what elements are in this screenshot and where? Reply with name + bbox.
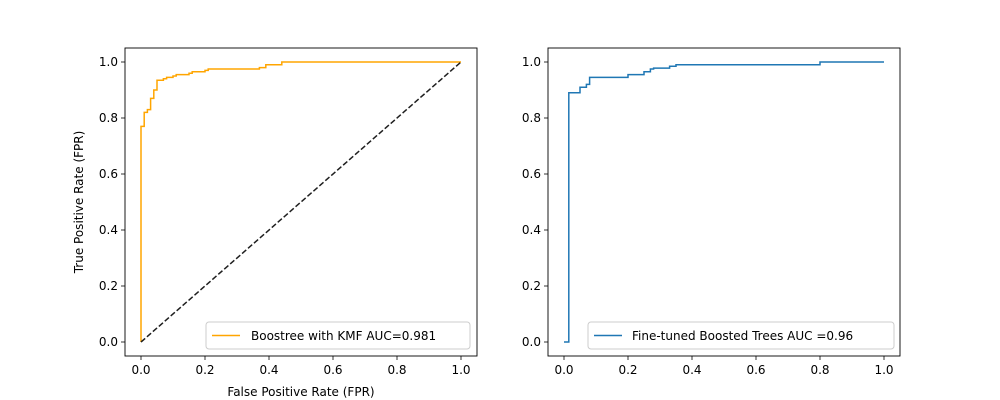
x-tick-label-left: 0.2 [195, 363, 214, 377]
y-tick-label-left: 0.2 [99, 279, 118, 293]
x-axis-right: 0.0 0.2 0.4 0.6 0.8 1.0 [554, 356, 894, 377]
x-tick-label-right: 1.0 [874, 363, 893, 377]
y-tick-label-right: 0.8 [522, 111, 541, 125]
x-tick-label-left: 0.6 [323, 363, 342, 377]
plot-area-left [124, 47, 478, 357]
y-axis-label-left: True Positive Rate (FPR) [72, 131, 86, 275]
y-tick-label-left: 0.0 [99, 335, 118, 349]
y-tick-label-left: 1.0 [99, 55, 118, 69]
series-group-right [564, 61, 884, 343]
x-tick-label-left: 0.8 [387, 363, 406, 377]
x-tick-label-right: 0.8 [810, 363, 829, 377]
legend-box-left [205, 321, 471, 350]
y-axis-left: 0.0 0.2 0.4 0.6 0.8 1.0 [99, 55, 125, 349]
y-tick-label-right: 0.4 [522, 223, 541, 237]
x-tick-label-right: 0.0 [554, 363, 573, 377]
y-axis-right: 0.0 0.2 0.4 0.6 0.8 1.0 [522, 55, 548, 349]
x-tick-label-left: 1.0 [451, 363, 470, 377]
y-tick-label-right: 0.0 [522, 335, 541, 349]
y-tick-label-left: 0.8 [99, 111, 118, 125]
chart-right: 0.0 0.2 0.4 0.6 0.8 1.0 0.0 0.2 0.4 0.6 0.8 1.0 Fi… [522, 47, 901, 377]
legend-right: Fine-tuned Boosted Trees AUC =0.96 [587, 321, 895, 350]
plot-area-right [547, 47, 901, 357]
legend-box-right [587, 321, 895, 350]
x-tick-label-left: 0.0 [131, 363, 150, 377]
roc-curve-line-left [140, 61, 461, 342]
x-tick-label-left: 0.4 [259, 363, 278, 377]
legend-label-left: Boostree with KMF AUC=0.981 [251, 329, 436, 343]
x-tick-label-right: 0.6 [746, 363, 765, 377]
y-tick-label-left: 0.4 [99, 223, 118, 237]
series-group-left [140, 61, 462, 343]
roc-curve-line-right [564, 61, 884, 343]
x-axis-left: 0.0 0.2 0.4 0.6 0.8 1.0 [131, 356, 471, 377]
x-axis-label-left: False Positive Rate (FPR) [227, 385, 374, 399]
x-tick-label-right: 0.2 [618, 363, 637, 377]
chart-left: 0.0 0.2 0.4 0.6 0.8 1.0 0.0 0.2 0.4 0.6 0.8 1.0 Fa… [72, 47, 478, 399]
y-tick-label-right: 1.0 [522, 55, 541, 69]
y-tick-label-right: 0.2 [522, 279, 541, 293]
legend-left: Boostree with KMF AUC=0.981 [205, 321, 471, 350]
legend-label-right: Fine-tuned Boosted Trees AUC =0.96 [632, 329, 853, 343]
y-tick-label-left: 0.6 [99, 167, 118, 181]
y-tick-label-right: 0.6 [522, 167, 541, 181]
x-tick-label-right: 0.4 [682, 363, 701, 377]
